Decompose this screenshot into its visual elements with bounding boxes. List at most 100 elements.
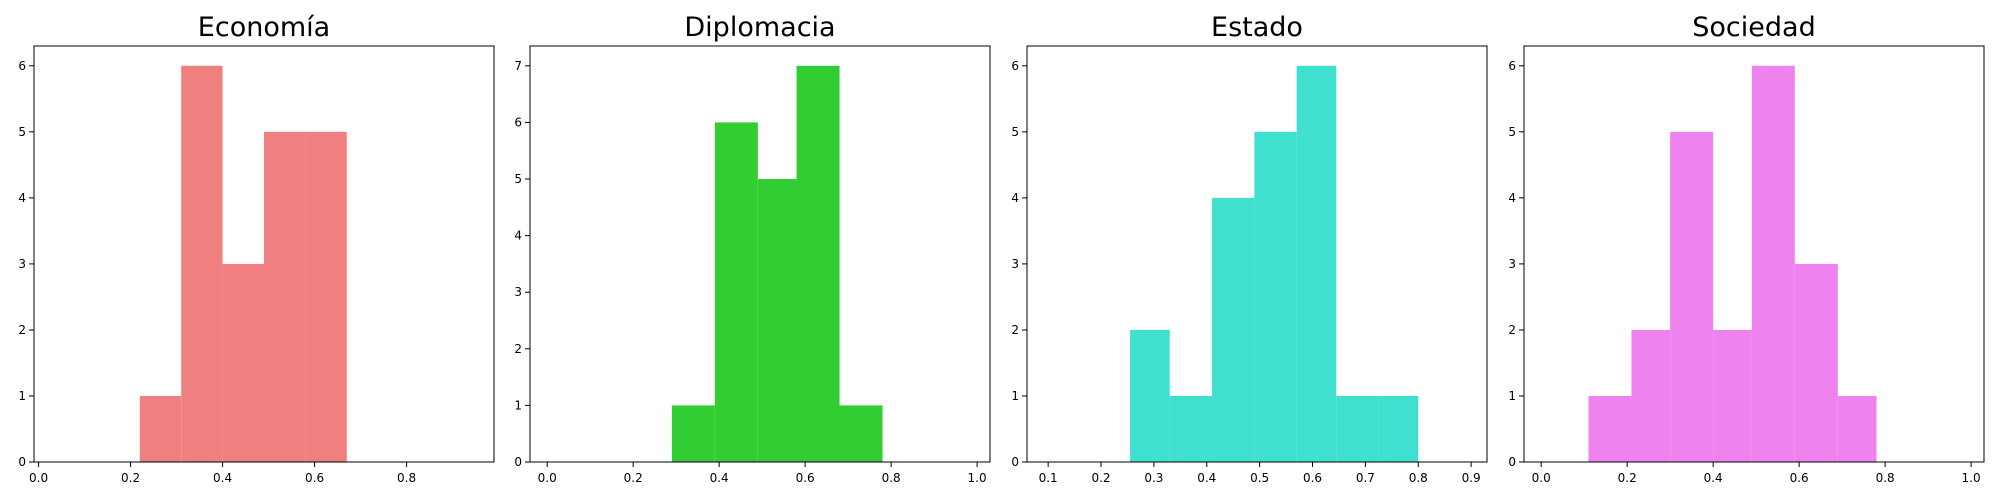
histogram-bar — [1713, 329, 1752, 462]
y-tick-label: 1 — [18, 389, 26, 403]
x-tick-label: 0.4 — [710, 471, 729, 485]
x-tick-label: 0.2 — [624, 471, 643, 485]
y-tick-label: 1 — [514, 398, 522, 412]
y-tick-label: 5 — [1011, 125, 1019, 139]
y-tick-label: 2 — [1508, 323, 1516, 337]
x-tick-label: 0.6 — [1303, 471, 1322, 485]
histogram-bar — [714, 122, 758, 462]
x-tick-label: 0.4 — [1197, 471, 1216, 485]
y-tick-label: 0 — [514, 455, 522, 469]
y-tick-label: 5 — [18, 125, 26, 139]
x-tick-label: 0.4 — [1704, 471, 1723, 485]
x-tick-label: 0.6 — [796, 471, 815, 485]
panel-sociedad: Sociedad 0.0 0.2 0.4 0.6 0.8 1.0 0 1 2 3 4 5 6 — [1508, 12, 1985, 485]
histogram-bar — [839, 405, 883, 462]
y-tick-label: 3 — [1011, 257, 1019, 271]
histogram-bar — [139, 395, 182, 462]
x-tick-label: 0.8 — [397, 471, 416, 485]
histogram-bars — [1130, 65, 1419, 462]
y-tick-label: 7 — [514, 59, 522, 73]
histogram-bar — [1631, 329, 1671, 462]
y-tick-label: 5 — [1508, 125, 1516, 139]
histogram-bars — [1588, 65, 1877, 462]
y-tick-label: 4 — [514, 229, 522, 243]
panel-estado: Estado 0.1 0.2 0.3 0.4 0.5 0.6 0.7 0.8 0.9 0 1 2 3 4 5… — [1011, 12, 1488, 485]
y-tick-label: 2 — [514, 342, 522, 356]
x-tick-label: 0.3 — [1144, 471, 1163, 485]
y-tick-label: 4 — [1508, 191, 1516, 205]
histogram-bar — [1378, 395, 1419, 462]
histogram-bar — [222, 263, 264, 462]
y-tick-label: 6 — [1011, 59, 1019, 73]
x-tick-label: 0.8 — [1409, 471, 1428, 485]
y-axis-ticks: 0 1 2 3 4 5 6 7 — [514, 59, 530, 469]
y-tick-label: 6 — [514, 115, 522, 129]
y-tick-label: 1 — [1508, 389, 1516, 403]
panel-title: Estado — [1211, 12, 1303, 43]
axes-frame — [1026, 45, 1488, 463]
x-tick-label: 0.2 — [1618, 471, 1637, 485]
axes-frame — [1523, 45, 1985, 463]
axes-frame — [529, 45, 991, 463]
x-axis-ticks: 0.1 0.2 0.3 0.4 0.5 0.6 0.7 0.8 0.9 — [1039, 462, 1481, 485]
x-tick-label: 0.0 — [1532, 471, 1551, 485]
histogram-bar — [1794, 263, 1838, 462]
panel-diplomacia: Diplomacia 0.0 0.2 0.4 0.6 0.8 1.0 0 1 2 3 4 5 6 7 — [514, 12, 991, 485]
panel-economia: Economía 0.0 0.2 0.4 0.6 0.8 0 1 2 3 4 5 6 — [18, 12, 495, 485]
y-tick-label: 3 — [514, 285, 522, 299]
y-tick-label: 3 — [18, 257, 26, 271]
y-tick-label: 4 — [18, 191, 26, 205]
y-tick-label: 6 — [1508, 59, 1516, 73]
y-tick-label: 0 — [1011, 455, 1019, 469]
x-tick-label: 0.1 — [1039, 471, 1058, 485]
histogram-bar — [1212, 197, 1255, 462]
histogram-bar — [264, 131, 306, 462]
histogram-bar — [671, 405, 715, 462]
panel-title: Sociedad — [1692, 12, 1815, 43]
histogram-bars — [671, 65, 883, 462]
y-tick-label: 3 — [1508, 257, 1516, 271]
histogram-bar — [1336, 395, 1379, 462]
x-tick-label: 0.6 — [305, 471, 324, 485]
histogram-bar — [1837, 395, 1877, 462]
histogram-bar — [1670, 131, 1714, 462]
y-tick-label: 0 — [18, 455, 26, 469]
x-tick-label: 0.8 — [1876, 471, 1895, 485]
x-tick-label: 0.4 — [213, 471, 232, 485]
y-tick-label: 2 — [1011, 323, 1019, 337]
y-axis-ticks: 0 1 2 3 4 5 6 — [1508, 59, 1524, 469]
histogram-bar — [1169, 395, 1213, 462]
x-tick-label: 1.0 — [968, 471, 987, 485]
x-tick-label: 0.2 — [121, 471, 140, 485]
y-tick-label: 4 — [1011, 191, 1019, 205]
x-tick-label: 0.2 — [1091, 471, 1110, 485]
x-axis-ticks: 0.0 0.2 0.4 0.6 0.8 1.0 — [538, 462, 987, 485]
histogram-bar — [305, 131, 347, 462]
x-tick-label: 0.7 — [1356, 471, 1375, 485]
histogram-bar — [1751, 65, 1795, 462]
axes-frame — [33, 45, 495, 463]
y-tick-label: 5 — [514, 172, 522, 186]
panel-title: Diplomacia — [684, 12, 835, 43]
histogram-bar — [1254, 131, 1297, 462]
histogram-bar — [1588, 395, 1632, 462]
x-tick-label: 0.5 — [1250, 471, 1269, 485]
x-tick-label: 0.8 — [882, 471, 901, 485]
x-tick-label: 0.6 — [1790, 471, 1809, 485]
y-tick-label: 2 — [18, 323, 26, 337]
x-tick-label: 0.0 — [538, 471, 557, 485]
panel-title: Economía — [198, 12, 330, 43]
x-tick-label: 1.0 — [1962, 471, 1981, 485]
histogram-bar — [757, 179, 797, 462]
y-axis-ticks: 0 1 2 3 4 5 6 — [1011, 59, 1027, 469]
histogram-bar — [1296, 65, 1337, 462]
y-tick-label: 0 — [1508, 455, 1516, 469]
x-axis-ticks: 0.0 0.2 0.4 0.6 0.8 1.0 — [1532, 462, 1981, 485]
x-tick-label: 0.0 — [29, 471, 48, 485]
histogram-bar — [796, 65, 840, 462]
x-tick-label: 0.9 — [1462, 471, 1481, 485]
y-tick-label: 1 — [1011, 389, 1019, 403]
histogram-bar — [181, 65, 223, 462]
